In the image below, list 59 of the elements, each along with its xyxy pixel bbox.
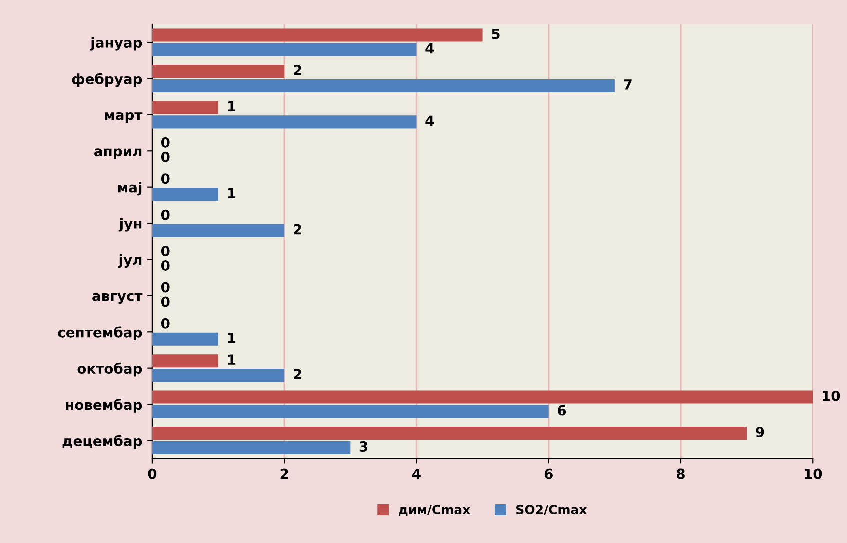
x-tick-label: 10	[805, 468, 822, 480]
bar	[152, 405, 549, 418]
data-label: 2	[294, 224, 302, 235]
y-tick-label: септембар	[58, 326, 142, 341]
data-label: 3	[360, 442, 368, 452]
data-label: 2	[294, 65, 302, 76]
y-tick-label: август	[92, 293, 143, 304]
x-tick-label: 8	[677, 468, 685, 480]
y-tick-label: фебруар	[72, 73, 142, 88]
data-label: 1	[228, 333, 236, 344]
data-label: 0	[161, 318, 170, 329]
data-label: 4	[426, 43, 434, 54]
data-label: 2	[294, 369, 302, 380]
data-label: 6	[558, 405, 566, 416]
bar	[152, 116, 417, 129]
x-tick-label: 0	[148, 468, 157, 480]
data-label: 0	[161, 296, 170, 308]
bar	[152, 28, 483, 42]
data-label: 0	[161, 174, 170, 184]
y-tick-label: јун	[118, 218, 142, 232]
bar	[152, 64, 285, 78]
bar	[152, 188, 219, 202]
data-label: 0	[161, 137, 170, 148]
x-tick-label: 6	[544, 468, 553, 480]
data-label: 9	[756, 427, 764, 438]
data-label: 1	[228, 354, 236, 365]
bar	[152, 369, 285, 382]
data-label: 0	[161, 282, 170, 293]
data-label: 7	[624, 80, 632, 90]
legend-label: SO2/Cmax	[516, 505, 588, 516]
bar	[152, 426, 748, 440]
y-tick-label: октобар	[78, 362, 142, 377]
y-tick-label: јануар	[90, 37, 142, 51]
data-label: 1	[228, 188, 236, 198]
data-label: 1	[228, 101, 236, 112]
data-label: 0	[161, 260, 170, 272]
data-label: 5	[492, 29, 500, 40]
data-label: 0	[161, 246, 170, 257]
data-label: 10	[823, 390, 840, 402]
y-tick-label: април	[94, 148, 142, 160]
x-tick-label: 2	[280, 468, 288, 480]
bar	[152, 101, 219, 114]
bar	[152, 441, 351, 454]
bar	[152, 79, 615, 92]
bar	[152, 354, 219, 368]
y-tick-label: новембар	[66, 399, 142, 413]
data-label: 4	[426, 116, 434, 126]
legend-label: дим/Cmax	[399, 505, 470, 516]
data-label: 0	[161, 152, 170, 162]
y-tick-label: јул	[118, 254, 142, 268]
bar	[152, 390, 814, 404]
bar	[152, 224, 285, 238]
y-tick-label: децембар	[62, 435, 142, 450]
x-tick-label: 4	[412, 468, 421, 480]
y-tick-label: март	[105, 112, 143, 124]
y-tick-label: мај	[118, 182, 142, 196]
bar	[152, 332, 219, 346]
bar	[152, 43, 417, 56]
data-label: 0	[161, 210, 170, 220]
